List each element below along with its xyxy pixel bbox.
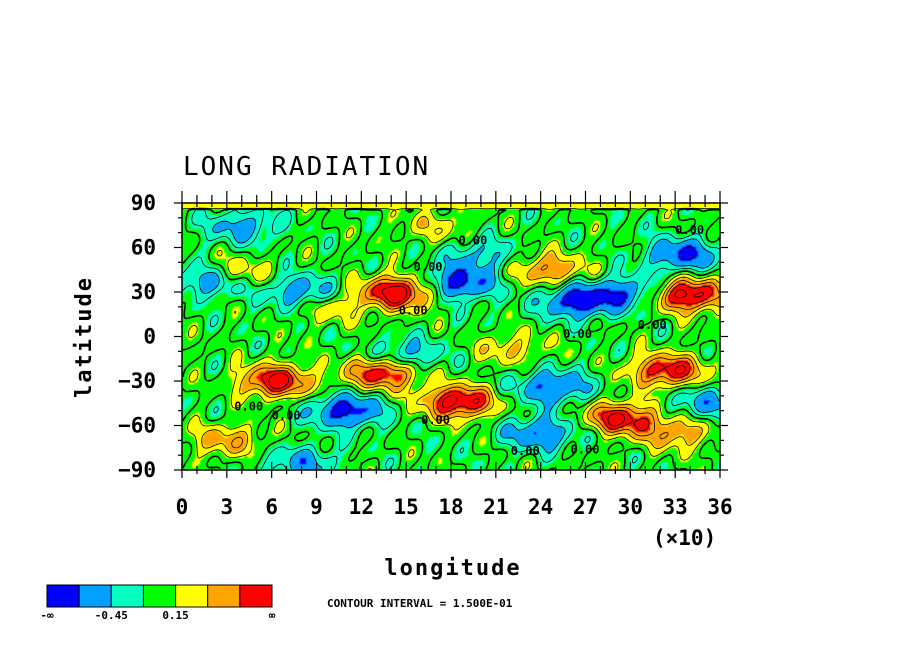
- contour-label: 0.00: [675, 223, 704, 237]
- contour-level: [261, 282, 713, 432]
- x-tick-label: 27: [573, 495, 598, 519]
- colorbar-label: 0.15: [162, 609, 189, 622]
- contour-label: 0.00: [399, 303, 428, 317]
- contour-level: [198, 217, 720, 470]
- colorbar-swatch: [46, 584, 80, 608]
- contour-label: 0.00: [563, 327, 592, 341]
- colorbar-swatch: [175, 584, 209, 608]
- contour-level: [201, 215, 720, 454]
- contour-level: [331, 246, 697, 418]
- x-tick-label: 6: [265, 495, 278, 519]
- contour-level: [231, 264, 720, 449]
- contour-label: 0.00: [234, 400, 263, 414]
- contour-interval-text: CONTOUR INTERVAL = 1.500E-01: [327, 597, 513, 610]
- axis-ticks: [174, 191, 728, 478]
- colorbar-label: -0.45: [95, 609, 128, 622]
- x-scale-note: (×10): [653, 526, 716, 550]
- y-tick-label: 30: [131, 280, 156, 304]
- colorbar-swatch: [239, 584, 273, 608]
- contour-label: 0.00: [272, 409, 301, 423]
- y-axis-label: latitude: [72, 276, 97, 398]
- colorbar-swatch: [207, 584, 241, 608]
- y-tick-labels: 90 60 30 0 −30 −60 −90: [118, 191, 156, 482]
- x-tick-label: 36: [707, 495, 732, 519]
- x-tick-label: 18: [438, 495, 463, 519]
- x-tick-label: 3: [221, 495, 234, 519]
- contour-label: 0.00: [571, 443, 600, 457]
- y-tick-label: −90: [118, 458, 156, 482]
- colorbar-label: ∞: [269, 609, 276, 622]
- y-tick-label: 0: [143, 325, 156, 349]
- contour-label: 0.00: [458, 234, 487, 248]
- y-tick-label: −30: [118, 369, 156, 393]
- x-tick-label: 21: [483, 495, 508, 519]
- y-tick-label: 60: [131, 236, 156, 260]
- x-tick-label: 0: [176, 495, 189, 519]
- x-axis-label: longitude: [384, 556, 521, 581]
- contour-labels: 0.00 0.00 0.00 0.00 0.00 0.00 0.00 0.00 0.00 0.00…: [234, 223, 704, 458]
- contour-label: 0.00: [638, 318, 667, 332]
- contour-level: [182, 208, 720, 470]
- colorbar-swatch: [142, 584, 177, 608]
- contour-label: 0.00: [421, 413, 450, 427]
- x-tick-label: 12: [349, 495, 374, 519]
- x-tick-labels: 0 3 6 9 12 15 18 21 24 27 30 33 36: [176, 495, 733, 519]
- colorbar-swatch: [110, 584, 144, 608]
- contour-label: 0.00: [511, 444, 540, 458]
- x-tick-label: 33: [663, 495, 688, 519]
- x-tick-label: 15: [394, 495, 419, 519]
- colorbar-labels: -∞ -0.45 0.15 ∞: [40, 609, 275, 622]
- contour-label: 0.00: [414, 260, 443, 274]
- y-tick-label: 90: [131, 191, 156, 215]
- colorbar-label: -∞: [40, 609, 54, 622]
- x-tick-label: 30: [618, 495, 643, 519]
- y-tick-label: −60: [118, 414, 156, 438]
- contour-level: [268, 285, 705, 427]
- contour-level: [182, 207, 720, 470]
- contour-level: [182, 209, 720, 470]
- contour-lines: [182, 207, 720, 470]
- x-tick-label: 24: [528, 495, 553, 519]
- colorbar: [46, 584, 273, 608]
- chart-title: LONG RADIATION: [183, 152, 430, 182]
- colorbar-swatch: [78, 584, 112, 608]
- x-tick-label: 9: [310, 495, 323, 519]
